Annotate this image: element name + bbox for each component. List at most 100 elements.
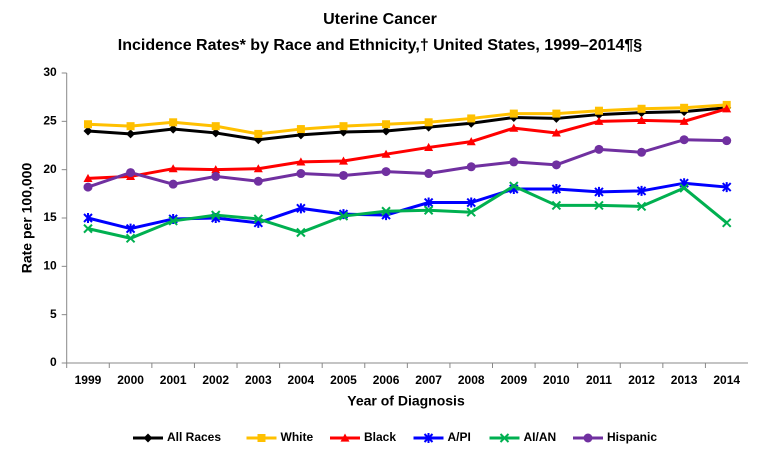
- marker: [253, 214, 264, 224]
- marker: [722, 136, 732, 146]
- marker: [381, 149, 391, 158]
- marker: [296, 169, 306, 179]
- legend-label: AI/AN: [524, 430, 557, 444]
- series-line: [87, 106, 727, 142]
- marker: [509, 109, 518, 118]
- marker: [168, 179, 178, 189]
- marker: [253, 176, 263, 186]
- marker: [509, 123, 519, 132]
- x-tick-label: 2005: [330, 373, 357, 387]
- marker: [722, 104, 732, 113]
- x-tick-label: 2011: [586, 373, 612, 387]
- marker: [679, 135, 689, 145]
- series-line: [87, 107, 728, 180]
- marker: [466, 162, 476, 172]
- marker: [211, 210, 221, 220]
- x-tick-label: 2007: [415, 373, 442, 387]
- marker: [340, 433, 350, 442]
- y-tick-label: 5: [50, 307, 57, 321]
- marker: [680, 103, 689, 112]
- marker: [637, 147, 647, 157]
- marker: [168, 216, 178, 226]
- marker: [424, 142, 434, 152]
- marker: [83, 223, 93, 234]
- marker: [381, 167, 391, 177]
- marker: [83, 182, 93, 192]
- marker: [594, 144, 604, 154]
- marker: [636, 185, 647, 196]
- marker: [382, 120, 391, 129]
- x-tick-label: 1999: [75, 373, 102, 387]
- marker: [296, 125, 305, 134]
- marker: [126, 168, 136, 178]
- x-tick-label: 2008: [458, 373, 485, 387]
- marker: [594, 116, 604, 125]
- x-tick-label: 2001: [160, 373, 187, 387]
- x-tick-label: 2003: [245, 373, 272, 387]
- marker: [424, 169, 434, 179]
- marker: [679, 116, 689, 125]
- marker: [126, 129, 136, 139]
- legend-label: All Races: [167, 430, 221, 444]
- x-tick-label: 2010: [543, 373, 570, 387]
- marker: [466, 207, 476, 217]
- x-axis-title: Year of Diagnosis: [347, 393, 465, 409]
- marker: [551, 128, 561, 137]
- marker: [83, 173, 93, 182]
- x-tick-label: 2009: [500, 373, 527, 387]
- marker: [83, 126, 93, 136]
- marker: [83, 213, 93, 223]
- marker: [381, 126, 391, 136]
- y-tick-label: 15: [43, 210, 57, 224]
- chart-title: Uterine Cancer: [323, 11, 437, 28]
- x-tick-label: 2014: [713, 373, 740, 387]
- marker: [169, 118, 178, 127]
- legend-label: Hispanic: [607, 430, 657, 444]
- marker: [254, 129, 263, 138]
- marker: [257, 434, 266, 442]
- marker: [467, 114, 476, 123]
- marker: [126, 122, 135, 131]
- marker: [211, 171, 221, 181]
- x-tick-label: 2004: [288, 373, 315, 387]
- marker: [509, 181, 519, 191]
- marker: [296, 157, 306, 166]
- marker: [722, 218, 732, 228]
- marker: [722, 182, 732, 193]
- series-line: [87, 184, 728, 240]
- marker: [424, 118, 433, 127]
- marker: [83, 120, 92, 129]
- marker: [636, 201, 647, 212]
- marker: [509, 157, 519, 167]
- marker: [423, 197, 434, 208]
- marker: [211, 128, 221, 138]
- marker: [338, 156, 348, 165]
- marker: [338, 211, 349, 221]
- x-tick-label: 2013: [671, 373, 698, 387]
- marker: [211, 165, 221, 174]
- marker: [552, 109, 561, 118]
- marker: [466, 197, 476, 208]
- x-tick-label: 2002: [202, 373, 229, 387]
- marker: [338, 127, 348, 137]
- y-tick-label: 30: [43, 65, 57, 79]
- marker: [594, 186, 604, 197]
- marker: [679, 183, 689, 193]
- marker: [637, 115, 647, 124]
- marker: [339, 122, 348, 131]
- marker: [168, 124, 178, 134]
- marker: [594, 106, 603, 115]
- marker: [423, 205, 434, 215]
- x-tick-label: 2000: [117, 373, 144, 387]
- x-tick-label: 2012: [628, 373, 655, 387]
- legend-label: White: [281, 430, 314, 444]
- marker: [551, 184, 562, 194]
- legend-label: A/PI: [448, 430, 471, 444]
- marker: [499, 433, 510, 443]
- marker: [466, 137, 476, 146]
- marker: [211, 122, 220, 131]
- marker: [594, 200, 604, 211]
- series-line: [87, 138, 727, 189]
